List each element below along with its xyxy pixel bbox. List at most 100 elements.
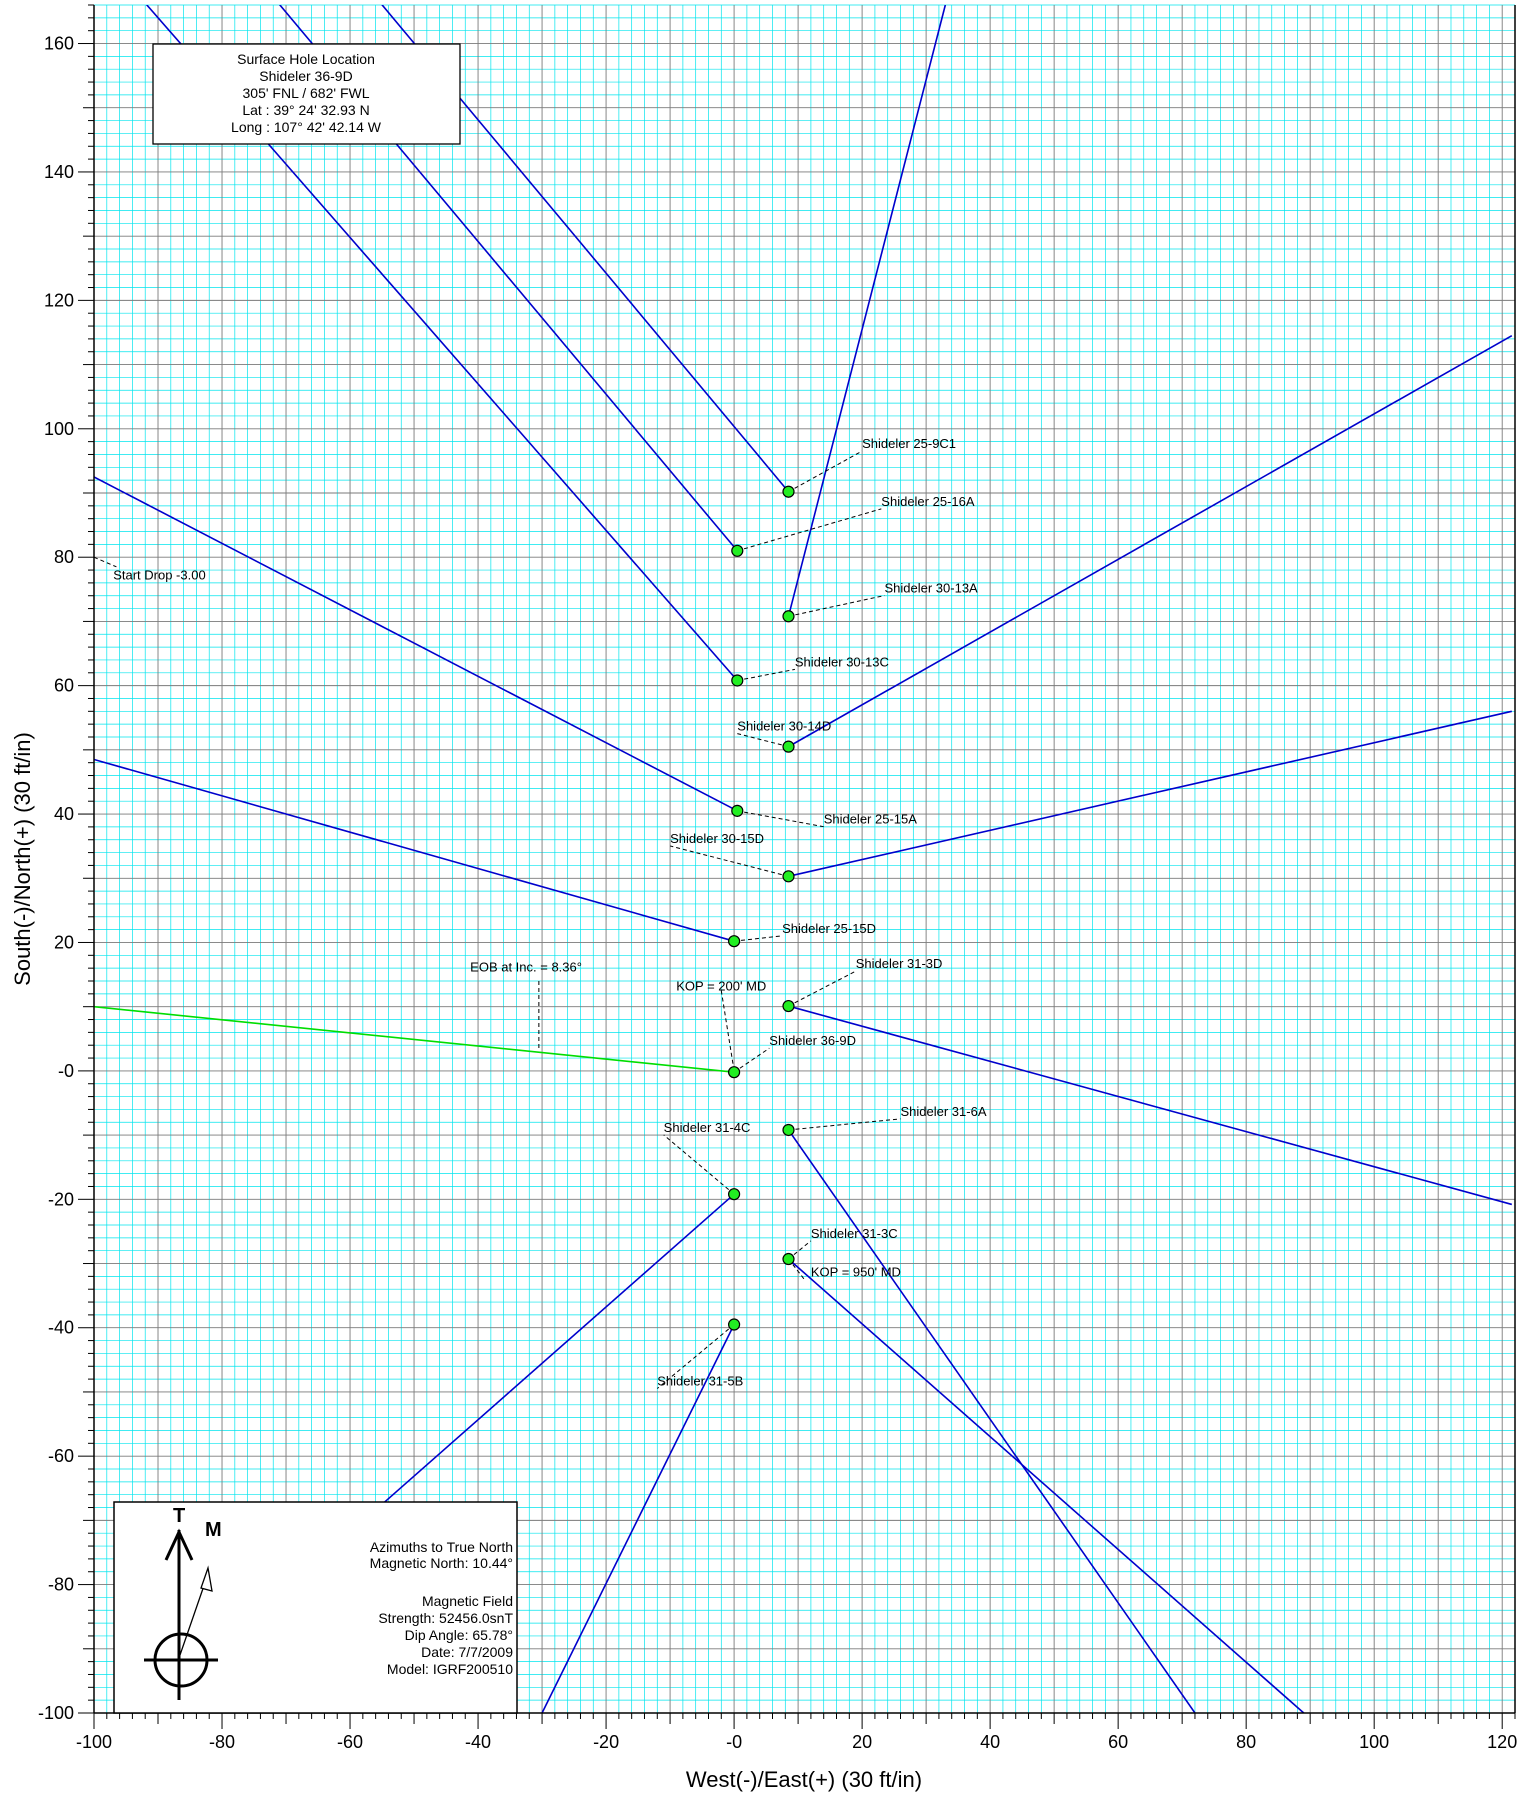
- label-leader-line: [788, 595, 885, 617]
- label-leader-line: [788, 970, 856, 1007]
- x-tick-label: -40: [465, 1732, 491, 1752]
- x-tick-label: 100: [1359, 1732, 1389, 1752]
- y-tick-label: -40: [48, 1318, 74, 1338]
- label-leader-line: [737, 733, 789, 748]
- x-tick-label: 40: [980, 1732, 1000, 1752]
- y-tick-label: 80: [54, 547, 74, 567]
- well-path-line: [541, 1324, 735, 1713]
- well-label: Shideler 31-5B: [657, 1374, 743, 1389]
- x-tick-label: 80: [1236, 1732, 1256, 1752]
- well-path-line: [787, 1258, 1305, 1713]
- magnetic-north-letter: M: [205, 1519, 222, 1541]
- surface-box-line: Lat : 39° 24' 32.93 N: [242, 102, 369, 118]
- label-leader-line: [737, 668, 795, 681]
- surface-box-line: 305' FNL / 682' FWL: [243, 85, 370, 101]
- magnetic-field-line: Model: IGRF200510: [387, 1661, 513, 1677]
- x-tick-label: 60: [1108, 1732, 1128, 1752]
- well-label: Shideler 25-15A: [824, 812, 918, 827]
- x-tick-label: 120: [1487, 1732, 1517, 1752]
- label-leader-line: [788, 450, 863, 493]
- well-path-line: [788, 1005, 1513, 1206]
- well-surface-marker: [727, 1188, 741, 1201]
- label-leader-line: [788, 1118, 901, 1131]
- label-leader-line: [734, 935, 783, 942]
- y-tick-label: -20: [48, 1189, 74, 1209]
- well-label: Shideler 30-13C: [795, 654, 889, 669]
- x-tick-label: -60: [337, 1732, 363, 1752]
- magnetic-field-line: Strength: 52456.0snT: [378, 1610, 513, 1626]
- y-axis-title: South(-)/North(+) (30 ft/in): [10, 732, 35, 986]
- magnetic-field-line: Dip Angle: 65.78°: [405, 1627, 513, 1643]
- plot-area-background: [94, 5, 1515, 1713]
- well-path-line: [94, 758, 735, 942]
- well-surface-marker: [731, 804, 744, 817]
- well-label: Shideler 25-9C1: [862, 436, 956, 451]
- azimuth-note: Azimuths to True North: [370, 1539, 513, 1555]
- well-surface-marker: [727, 1066, 741, 1079]
- y-tick-label: 100: [44, 419, 74, 439]
- well-surface-marker: [731, 544, 744, 557]
- annotation-label: Start Drop -3.00: [113, 568, 205, 583]
- annotation-leader-line: [788, 1258, 805, 1280]
- surface-box-line: Surface Hole Location: [237, 51, 375, 67]
- surface-box-line: Shideler 36-9D: [259, 68, 352, 84]
- y-tick-label: -80: [48, 1575, 74, 1595]
- surface-box-line: Long : 107° 42' 42.14 W: [231, 119, 382, 135]
- well-label: Shideler 25-16A: [881, 494, 975, 509]
- magnetic-field-line: Date: 7/7/2009: [421, 1644, 513, 1660]
- label-leader-line: [737, 810, 824, 828]
- label-leader-line: [788, 1240, 812, 1260]
- grid: [93, 4, 1516, 1714]
- well-label: Shideler 36-9D: [769, 1033, 856, 1048]
- y-tick-label: 160: [44, 34, 74, 54]
- y-tick-label: 20: [54, 932, 74, 952]
- true-north-arrow-icon: [144, 1528, 218, 1700]
- well-label: Shideler 31-6A: [901, 1104, 987, 1119]
- magnetic-field-line: Magnetic Field: [422, 1593, 513, 1609]
- well-surface-marker: [727, 1318, 741, 1331]
- annotation-label: KOP = 200' MD: [676, 979, 766, 994]
- north-reference-box: T M Azimuths to True North Magnetic Nort…: [113, 1501, 518, 1714]
- well-label: Shideler 31-3C: [811, 1226, 898, 1241]
- y-tick-label: 140: [44, 162, 74, 182]
- annotation-label: EOB at Inc. = 8.36°: [470, 959, 582, 974]
- well-surface-marker: [731, 674, 744, 687]
- well-surface-marker: [782, 999, 795, 1013]
- well-path-line: [381, 1193, 735, 1505]
- well-surface-marker: [782, 740, 795, 753]
- x-axis-title: West(-)/East(+) (30 ft/in): [686, 1767, 922, 1792]
- y-tick-label: 60: [54, 676, 74, 696]
- x-tick-label: -20: [593, 1732, 619, 1752]
- x-tick-label: 20: [852, 1732, 872, 1752]
- y-tick-label: -100: [38, 1703, 74, 1723]
- well-labels: Shideler 25-9C1 Shideler 25-16A Shideler 3…: [113, 436, 987, 1388]
- well-path-line: [787, 1129, 1196, 1713]
- well-label: Shideler 25-15D: [782, 921, 876, 936]
- x-tick-label: -0: [726, 1732, 742, 1752]
- true-north-letter: T: [173, 1505, 185, 1527]
- label-leader-line: [733, 1047, 770, 1073]
- well-surface-marker: [782, 870, 795, 883]
- well-label: Shideler 31-4C: [664, 1120, 751, 1135]
- well-label: Shideler 31-3D: [856, 956, 943, 971]
- well-surface-marker: [782, 1252, 795, 1266]
- y-tick-label: 120: [44, 290, 74, 310]
- well-label: Shideler 30-15D: [670, 831, 764, 846]
- well-path-line: [788, 710, 1512, 878]
- magnetic-north-arrow-icon: [179, 1565, 213, 1656]
- well-surface-marker: [727, 935, 741, 948]
- y-tick-label: 40: [54, 804, 74, 824]
- annotation-label: KOP = 950' MD: [811, 1264, 901, 1279]
- label-leader-line: [663, 1134, 735, 1195]
- azimuth-note: Magnetic North: 10.44°: [370, 1555, 513, 1571]
- well-path-line: [787, 5, 947, 617]
- leaders: [93, 450, 901, 1389]
- well-path-line: [788, 334, 1513, 748]
- well-label: Shideler 30-13A: [885, 581, 979, 596]
- surface-hole-location-box: Surface Hole Location Shideler 36-9D 305…: [152, 43, 461, 145]
- y-tick-label: -0: [58, 1061, 74, 1081]
- well-surface-marker: [782, 485, 795, 498]
- well-path-line: [94, 1005, 735, 1073]
- x-tick-label: -100: [76, 1732, 112, 1752]
